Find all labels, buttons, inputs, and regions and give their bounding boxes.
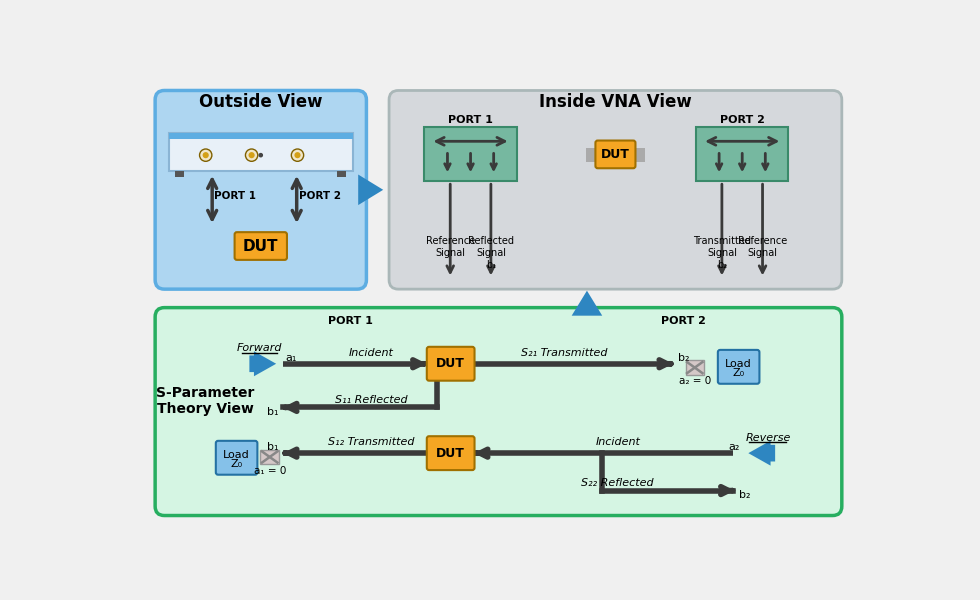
Bar [696,127,789,181]
FancyBboxPatch shape [216,441,258,475]
Text: b₂: b₂ [678,353,689,362]
FancyBboxPatch shape [427,347,474,380]
Text: a₁ = 0: a₁ = 0 [254,466,286,476]
Text: S₁₁ Reflected: S₁₁ Reflected [335,395,408,405]
Bar [635,148,646,162]
Text: a₂ = 0: a₂ = 0 [678,376,710,386]
Text: S-Parameter
Theory View: S-Parameter Theory View [156,386,255,416]
Text: PORT 2: PORT 2 [662,316,707,326]
Circle shape [294,152,301,158]
Text: a₁: a₁ [285,353,297,362]
Text: PORT 1: PORT 1 [448,115,493,125]
Circle shape [291,149,304,161]
Text: DUT: DUT [436,357,466,370]
Text: Reference
Signal: Reference Signal [425,236,475,257]
Text: S₂₂ Reflected: S₂₂ Reflected [581,478,654,488]
Text: DUT: DUT [243,239,278,254]
Text: b₁: b₁ [268,407,279,417]
Bar [586,148,596,162]
Circle shape [249,152,255,158]
Circle shape [203,152,209,158]
FancyBboxPatch shape [155,91,367,289]
Text: PORT 1: PORT 1 [328,316,373,326]
Text: Z₀: Z₀ [733,368,745,378]
Text: Reflected
Signal
b₁: Reflected Signal b₁ [467,236,514,269]
Bar [169,133,353,139]
Text: PORT 2: PORT 2 [719,115,764,125]
Circle shape [259,153,263,157]
Circle shape [200,149,212,161]
Text: b₂: b₂ [739,490,750,500]
Text: Outside View: Outside View [199,93,322,111]
Bar [686,360,704,375]
Text: Transmitted
Signal
b₂: Transmitted Signal b₂ [693,236,751,269]
Text: Inside VNA View: Inside VNA View [539,93,692,111]
Text: a₂: a₂ [728,442,740,452]
Text: PORT 2: PORT 2 [299,191,341,200]
FancyBboxPatch shape [596,140,635,168]
Text: S₁₂ Transmitted: S₁₂ Transmitted [328,437,415,448]
Text: Incident: Incident [595,437,640,448]
Text: Load: Load [725,359,752,369]
Text: Reference
Signal: Reference Signal [738,236,787,257]
Text: DUT: DUT [436,446,466,460]
Text: DUT: DUT [601,148,630,161]
Text: PORT 1: PORT 1 [215,191,257,200]
FancyBboxPatch shape [717,350,760,384]
Text: Reverse: Reverse [745,433,791,443]
FancyBboxPatch shape [389,91,842,289]
Bar [424,127,516,181]
Bar [337,170,346,177]
Bar [175,170,184,177]
Text: Incident: Incident [349,348,394,358]
FancyBboxPatch shape [427,436,474,470]
Bar [169,133,353,172]
Text: Forward: Forward [237,343,282,353]
Circle shape [245,149,258,161]
Text: Z₀: Z₀ [230,459,243,469]
Text: S₂₁ Transmitted: S₂₁ Transmitted [520,348,607,358]
Text: Load: Load [223,449,250,460]
Bar [261,449,279,464]
FancyBboxPatch shape [155,308,842,515]
Text: b₁: b₁ [268,442,279,452]
FancyBboxPatch shape [234,232,287,260]
